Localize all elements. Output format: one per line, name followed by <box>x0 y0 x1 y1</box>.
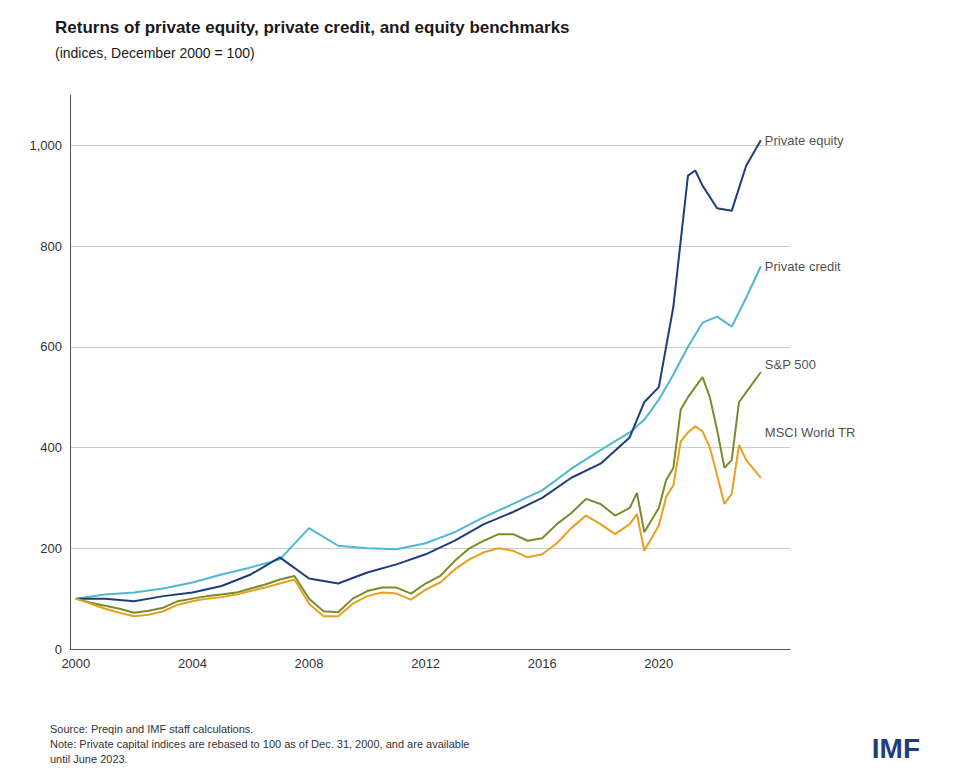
svg-text:MSCI World TR: MSCI World TR <box>765 425 856 440</box>
svg-text:600: 600 <box>40 339 62 354</box>
svg-text:2020: 2020 <box>644 656 673 671</box>
svg-text:until June 2023.: until June 2023. <box>50 753 128 765</box>
svg-text:Returns of private equity, pri: Returns of private equity, private credi… <box>55 18 570 37</box>
svg-text:IMF: IMF <box>872 733 920 764</box>
svg-text:Note: Private capital indices: Note: Private capital indices are rebase… <box>50 738 469 750</box>
svg-text:200: 200 <box>40 541 62 556</box>
svg-text:S&P 500: S&P 500 <box>765 357 816 372</box>
svg-text:0: 0 <box>55 642 62 657</box>
svg-text:400: 400 <box>40 440 62 455</box>
svg-text:Source: Preqin and IMF staff c: Source: Preqin and IMF staff calculation… <box>50 723 253 735</box>
svg-text:2004: 2004 <box>178 656 207 671</box>
svg-text:2016: 2016 <box>528 656 557 671</box>
svg-text:Private credit: Private credit <box>765 259 841 274</box>
svg-text:2012: 2012 <box>411 656 440 671</box>
svg-text:2008: 2008 <box>295 656 324 671</box>
svg-text:2000: 2000 <box>61 656 90 671</box>
svg-text:1,000: 1,000 <box>29 138 62 153</box>
svg-text:800: 800 <box>40 239 62 254</box>
svg-text:Private equity: Private equity <box>765 133 844 148</box>
svg-text:(indices, December 2000 = 100): (indices, December 2000 = 100) <box>55 45 255 61</box>
